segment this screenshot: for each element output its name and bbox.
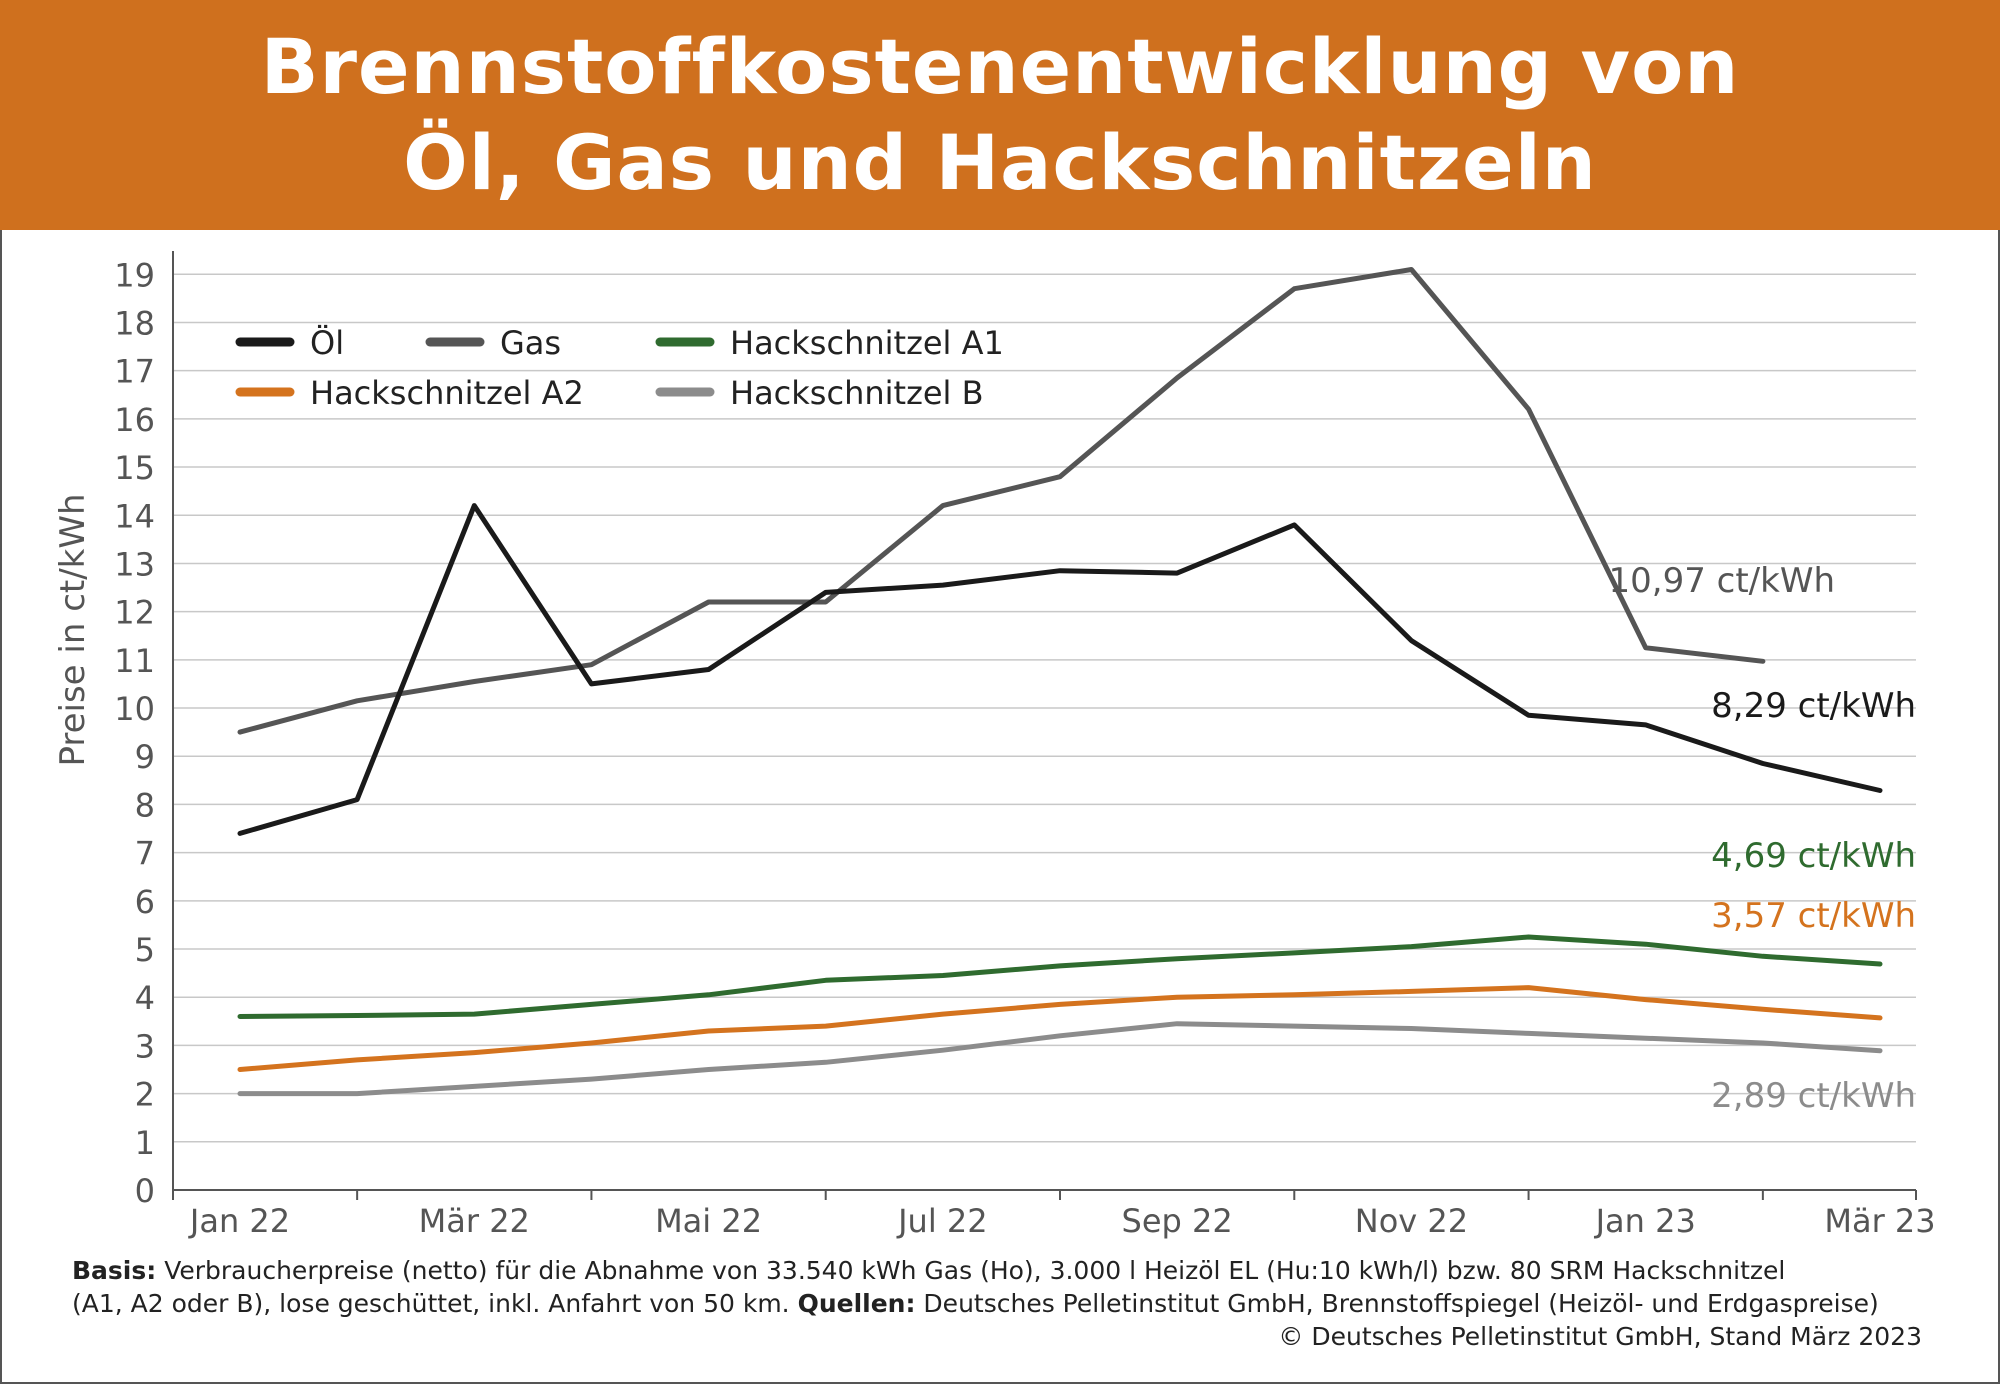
y-tick-label-18: 18 [114, 304, 155, 342]
y-tick-label-10: 10 [114, 690, 155, 728]
annotation-hackschnitzel-a1: 4,69 ct/kWh [1711, 836, 1916, 876]
y-tick-label-15: 15 [114, 449, 155, 487]
legend-label-öl: Öl [310, 324, 344, 362]
end-value-annotations: 10,97 ct/kWh 8,29 ct/kWh 4,69 ct/kWh 3,57 c… [1609, 561, 1916, 1116]
legend-label-hackschnitzel-a2: Hackschnitzel A2 [310, 374, 584, 412]
gridlines [173, 273, 1916, 1143]
y-tick-label-3: 3 [135, 1027, 155, 1065]
legend-label-hackschnitzel-a1: Hackschnitzel A1 [730, 324, 1004, 362]
legend-label-hackschnitzel-b: Hackschnitzel B [730, 374, 984, 412]
sources-text: Deutsches Pelletinstitut GmbH, Brennstof… [915, 1289, 1879, 1318]
y-tick-label-17: 17 [114, 353, 155, 391]
y-tick-label-5: 5 [135, 931, 155, 969]
y-tick-label-12: 12 [114, 594, 155, 632]
y-tick-label-7: 7 [135, 835, 155, 873]
y-tick-label-6: 6 [135, 883, 155, 921]
axes [172, 251, 1917, 1200]
annotation-gas: 10,97 ct/kWh [1609, 561, 1835, 601]
x-tick-label-jan-23: Jan 23 [1594, 1202, 1696, 1240]
series-line-hackschnitzel-b [237, 1021, 1883, 1097]
basis-text-1: Verbraucherpreise (netto) für die Abnahm… [156, 1256, 1786, 1285]
y-tick-label-0: 0 [135, 1172, 155, 1210]
title-line-1: Brennstoffkostenentwicklung von [260, 22, 1740, 111]
basis-label: Basis: [72, 1256, 157, 1285]
series-line-hackschnitzel-a1 [237, 934, 1883, 1019]
series-lines [237, 267, 1883, 1097]
y-tick-label-1: 1 [135, 1124, 155, 1162]
annotation-öl: 8,29 ct/kWh [1711, 686, 1916, 726]
y-tick-label-13: 13 [114, 545, 155, 583]
x-tick-label-nov-22: Nov 22 [1355, 1202, 1468, 1240]
y-tick-label-14: 14 [114, 497, 155, 535]
x-tick-label-mär-22: Mär 22 [419, 1202, 530, 1240]
title-line-2: Öl, Gas und Hackschnitzeln [403, 118, 1597, 207]
series-line-hackschnitzel-a2 [237, 985, 1883, 1072]
x-tick-label-jul-22: Jul 22 [896, 1202, 988, 1240]
x-tick-label-mai-22: Mai 22 [655, 1202, 762, 1240]
y-tick-label-8: 8 [135, 786, 155, 824]
series-line-öl [237, 503, 1883, 836]
y-tick-label-9: 9 [135, 738, 155, 776]
footnote-line-1: Basis: Verbraucherpreise (netto) für die… [72, 1254, 1922, 1287]
legend: Öl Gas Hackschnitzel A1 Hackschnitzel A2 Hac… [235, 324, 1004, 412]
y-tick-label-11: 11 [114, 642, 155, 680]
annotation-hackschnitzel-b: 2,89 ct/kWh [1711, 1076, 1916, 1116]
y-tick-label-2: 2 [135, 1076, 155, 1114]
x-tick-label-jan-22: Jan 22 [188, 1202, 290, 1240]
sources-label: Quellen: [797, 1289, 916, 1318]
x-tick-labels: Jan 22 Mär 22 Mai 22 Jul 22 Sep 22 Nov 22 Jan … [188, 1202, 1936, 1240]
series-line-gas [237, 267, 1766, 735]
y-tick-label-16: 16 [114, 401, 155, 439]
footnote: Basis: Verbraucherpreise (netto) für die… [72, 1254, 1922, 1353]
annotation-hackschnitzel-a2: 3,57 ct/kWh [1711, 896, 1916, 936]
y-tick-label-19: 19 [114, 256, 155, 294]
title-banner: Brennstoffkostenentwicklung von Öl, Gas … [0, 0, 2000, 230]
legend-label-gas: Gas [500, 324, 561, 362]
y-axis-label: Preise in ct/kWh [53, 493, 93, 766]
y-tick-label-4: 4 [135, 979, 155, 1017]
footnote-line-2: (A1, A2 oder B), lose geschüttet, inkl. … [72, 1287, 1922, 1320]
x-tick-label-sep-22: Sep 22 [1122, 1202, 1233, 1240]
x-tick-label-mär-23: Mär 23 [1824, 1202, 1935, 1240]
basis-text-2: (A1, A2 oder B), lose geschüttet, inkl. … [72, 1289, 798, 1318]
copyright: © Deutsches Pelletinstitut GmbH, Stand M… [1278, 1322, 1922, 1351]
